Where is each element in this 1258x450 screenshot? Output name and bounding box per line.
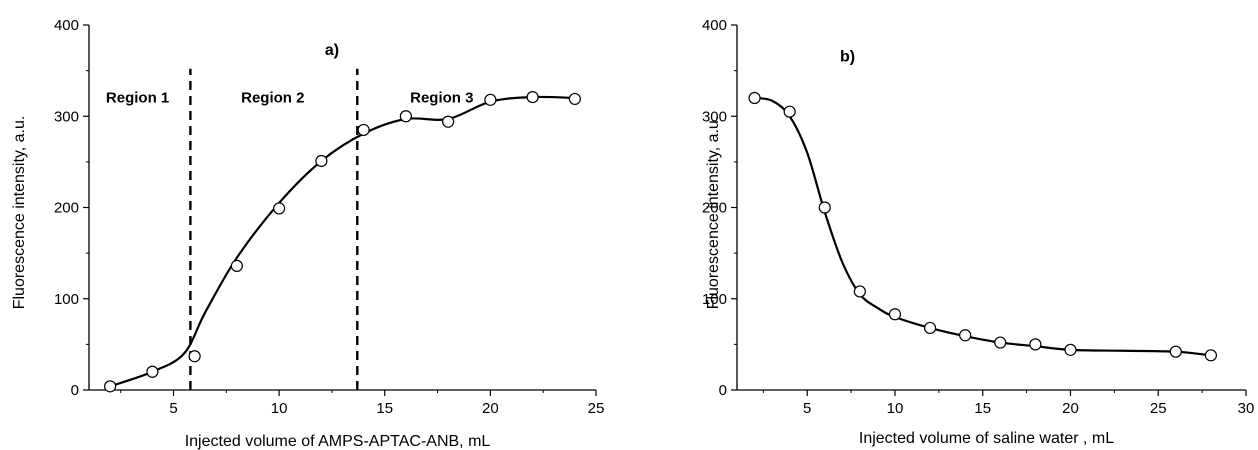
chart-b-y-tick-label: 0	[719, 382, 727, 399]
chart-b-fit-curve	[754, 96, 1212, 357]
chart-b-y-tick-label: 400	[702, 17, 727, 34]
chart-a-region-label: Region 3	[410, 90, 473, 107]
chart-a: 5 10 15 20 25 0 100 200 300 400 Injected volume of…	[11, 17, 604, 450]
chart-b-data-point	[1169, 345, 1182, 358]
chart-b-x-axis-title: Injected volume of saline water , mL	[859, 430, 1114, 447]
chart-b-x-tick-label: 5	[803, 400, 811, 417]
chart-a-x-tick-label: 10	[271, 400, 288, 417]
chart-b-y-tick-label: 300	[702, 108, 727, 125]
chart-b-x-tick-label: 20	[1062, 400, 1079, 417]
chart-b-panel-label: b)	[840, 49, 855, 66]
chart-a-y-tick-label: 0	[71, 382, 79, 399]
chart-a-data-point	[442, 115, 455, 128]
chart-a-x-tick-label: 15	[376, 400, 393, 417]
chart-a-x-tick-label: 25	[588, 400, 605, 417]
chart-b-data-point	[994, 336, 1007, 349]
chart-b-data-point	[853, 285, 866, 298]
chart-a-x-tick-label: 5	[169, 400, 177, 417]
chart-b-data-point	[888, 308, 902, 321]
chart-a-data-point	[230, 259, 243, 272]
chart-a-data-point	[568, 92, 581, 106]
chart-a-y-tick-label: 400	[54, 17, 79, 34]
chart-b-data-point	[818, 201, 831, 214]
chart-a-y-tick-label: 100	[54, 291, 79, 308]
chart-a-x-axis-title: Injected volume of AMPS-APTAC-ANB, mL	[185, 433, 491, 450]
chart-a-data-point	[357, 123, 370, 137]
chart-b-data-point	[1204, 349, 1217, 362]
chart-a-y-tick-label: 300	[54, 108, 79, 125]
chart-a-data-point	[399, 110, 412, 123]
chart-a-data-point	[188, 350, 201, 363]
chart-b-x-tick-label: 15	[974, 400, 991, 417]
chart-a-data-point	[526, 90, 539, 104]
chart-a-region-label: Region 1	[106, 90, 169, 107]
chart-a-fit-curve	[109, 95, 575, 388]
chart-b-y-axis-title: Fluorescence intensity, a.u.	[705, 116, 722, 310]
chart-b-data-point	[959, 329, 972, 342]
chart-a-data-point	[273, 202, 286, 215]
chart-b-data-point	[923, 321, 937, 335]
chart-a-y-tick-label: 200	[54, 200, 79, 217]
chart-b-data-point	[1064, 343, 1077, 356]
chart-a-data-point	[104, 380, 117, 393]
chart-a-data-point	[315, 154, 328, 168]
chart-a-region-label: Region 2	[241, 90, 304, 107]
chart-b-data-point	[783, 105, 796, 118]
chart-b-data-point	[748, 91, 761, 105]
chart-a-data-point	[484, 93, 497, 106]
chart-a-data-point	[146, 365, 159, 378]
chart-b-y-tick-label: 200	[702, 200, 727, 217]
chart-a-x-tick-label: 20	[482, 400, 499, 417]
chart-a-y-axis-title: Fluorescence intensity, a.u.	[11, 116, 28, 310]
chart-b-y-tick-label: 100	[702, 291, 727, 308]
chart-b-data-point	[1029, 338, 1042, 351]
chart-a-panel-label: a)	[325, 42, 339, 59]
chart-b-x-tick-label: 25	[1150, 400, 1167, 417]
chart-b-x-tick-label: 10	[887, 400, 904, 417]
chart-b-x-tick-label: 30	[1238, 400, 1255, 417]
